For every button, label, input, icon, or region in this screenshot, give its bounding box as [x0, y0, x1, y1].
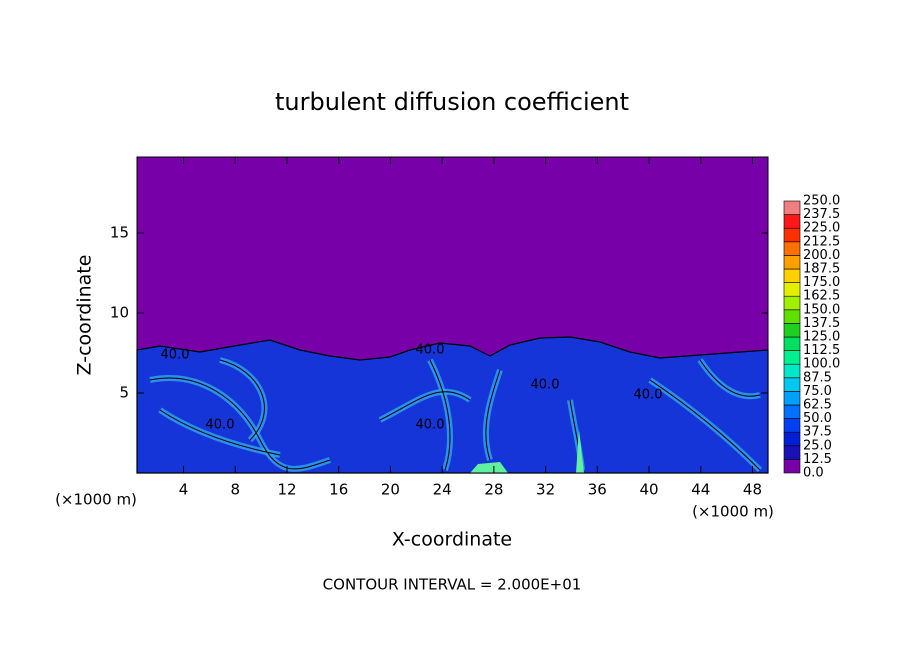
colorbar-label: 162.5 [803, 289, 840, 304]
contour-line [379, 391, 471, 421]
colorbar-swatch [783, 227, 801, 243]
colorbar-label: 225.0 [803, 221, 840, 236]
contour-label: 40.0 [531, 378, 560, 393]
colorbar-swatch [783, 363, 801, 379]
contour-label: 40.0 [161, 348, 190, 363]
colorbar-swatch [783, 377, 801, 392]
x-tick-label: 4 [179, 481, 189, 499]
colorbar-swatch [783, 295, 801, 311]
colorbar-label: 87.5 [803, 370, 832, 385]
colorbar-swatch [783, 241, 801, 256]
colorbar-label: 100.0 [803, 357, 840, 372]
colorbar-swatch [783, 459, 801, 474]
colorbar-swatch [783, 282, 801, 297]
x-tick-label: 8 [230, 481, 240, 499]
colorbar-swatch [783, 431, 801, 447]
x-tick-label: 28 [484, 481, 503, 499]
x-tick-label: 48 [743, 481, 762, 499]
colorbar-label: 250.0 [803, 194, 840, 209]
colorbar-swatch [783, 350, 801, 365]
colorbar-swatch [783, 309, 801, 324]
colorbar-label: 62.5 [803, 398, 832, 413]
contour-line [149, 377, 331, 470]
contour-label: 40.0 [206, 418, 235, 433]
colorbar-swatch [783, 268, 801, 283]
y-tick-label: 10 [110, 304, 129, 322]
colorbar-label: 212.5 [803, 234, 840, 249]
hot-spot [576, 430, 584, 473]
plot-frame [136, 156, 769, 474]
contour-line [485, 369, 501, 461]
footer: CONTOUR INTERVAL = 2.000E+01 [323, 576, 582, 594]
x-tick-label: 12 [277, 481, 296, 499]
colorbar-swatch [783, 323, 801, 338]
hot-spot [470, 462, 508, 473]
colorbar-label: 137.5 [803, 316, 840, 331]
x-tick-label: 32 [536, 481, 555, 499]
colorbar-swatch [783, 418, 801, 433]
contour-label: 40.0 [416, 343, 445, 358]
y-axis-label: Z-coordinate [74, 255, 96, 376]
x-tick-label: 44 [691, 481, 710, 499]
colorbar-label: 200.0 [803, 248, 840, 263]
colorbar-swatch [783, 336, 801, 351]
colorbar-label: 25.0 [803, 438, 832, 453]
contour-line [219, 359, 265, 441]
turbulent-layer [136, 336, 769, 474]
y-unit-label: (×1000 m) [55, 491, 137, 509]
contour-label: 40.0 [634, 388, 663, 403]
colorbar-label: 187.5 [803, 262, 840, 277]
colorbar-label: 75.0 [803, 384, 832, 399]
colorbar-swatch [783, 200, 801, 215]
colorbar-swatch [783, 255, 801, 270]
x-unit-label: (×1000 m) [692, 503, 774, 521]
x-tick-label: 36 [588, 481, 607, 499]
x-tick-label: 20 [381, 481, 400, 499]
y-tick-label: 15 [110, 224, 129, 242]
x-tick-label: 16 [329, 481, 348, 499]
x-tick-label: 24 [433, 481, 452, 499]
colorbar-label: 112.5 [803, 343, 840, 358]
contour-label: 40.0 [416, 418, 445, 433]
colorbar-label: 12.5 [803, 452, 832, 467]
y-tick-label: 5 [119, 384, 129, 402]
contour-line [429, 359, 451, 471]
colorbar-label: 37.5 [803, 425, 832, 440]
colorbar-label: 125.0 [803, 330, 840, 345]
colorbar-label: 175.0 [803, 275, 840, 290]
contour-line [649, 379, 761, 471]
colorbar-swatch [783, 445, 801, 460]
colorbar-label: 237.5 [803, 207, 840, 222]
chart-title: turbulent diffusion coefficient [275, 88, 629, 116]
x-axis-label: X-coordinate [392, 529, 512, 551]
colorbar-label: 50.0 [803, 411, 832, 426]
x-tick-label: 40 [639, 481, 658, 499]
colorbar-swatch [783, 214, 801, 229]
colorbar-swatch [783, 404, 801, 419]
contour-line [159, 409, 281, 456]
colorbar-swatch [783, 391, 801, 406]
colorbar-label: 0.0 [803, 466, 824, 481]
colorbar-label: 150.0 [803, 302, 840, 317]
contour-line [699, 359, 761, 397]
